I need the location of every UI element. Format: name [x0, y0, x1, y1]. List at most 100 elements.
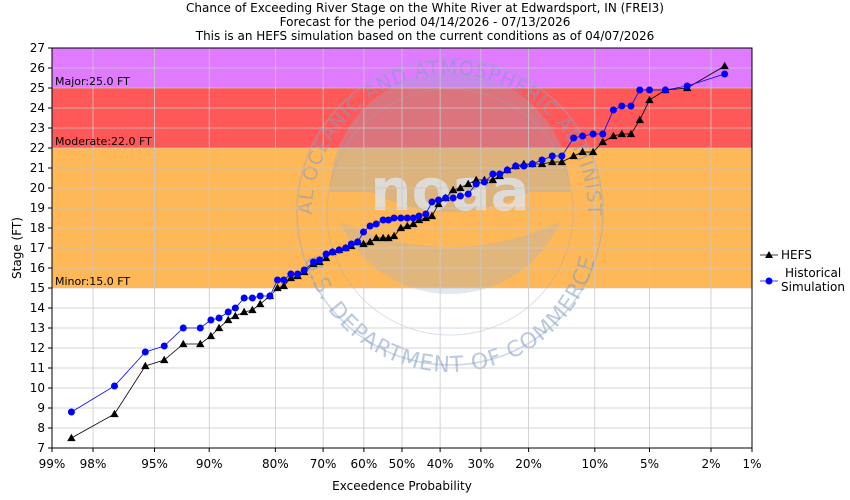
data-series — [67, 61, 729, 442]
historical-simulation-point — [558, 152, 566, 160]
hefs-point — [389, 231, 399, 240]
hefs-point — [231, 311, 240, 320]
y-tick-label: 13 — [30, 321, 45, 335]
historical-simulation-point — [256, 292, 264, 300]
hefs-point — [409, 219, 418, 228]
historical-simulation-point — [512, 162, 520, 170]
hefs-point — [67, 433, 76, 442]
historical-simulation-point — [248, 294, 256, 302]
hefs-point — [557, 157, 567, 166]
historical-simulation-point — [300, 266, 308, 274]
historical-simulation-point — [372, 220, 380, 228]
historical-simulation-point — [110, 382, 118, 390]
y-tick-label: 25 — [30, 81, 45, 95]
x-tick-label: 50% — [389, 457, 416, 471]
historical-simulation-point — [609, 106, 617, 114]
y-tick-label: 9 — [37, 401, 45, 415]
hefs-point — [160, 355, 169, 364]
y-tick-label: 16 — [30, 261, 45, 275]
hefs-point — [588, 147, 598, 156]
hefs-point — [569, 151, 578, 160]
hefs-point — [617, 129, 627, 138]
historical-simulation-point — [215, 314, 223, 322]
x-tick-label: 40% — [427, 457, 454, 471]
y-tick-label: 17 — [30, 241, 45, 255]
historical-simulation-point — [294, 270, 302, 278]
historical-simulation-point — [480, 178, 488, 186]
y-tick-label: 21 — [30, 161, 45, 175]
y-tick-label: 19 — [30, 201, 45, 215]
historical-simulation-point — [449, 194, 457, 202]
x-tick-label: 60% — [351, 457, 378, 471]
historical-simulation-point — [599, 130, 607, 138]
axes: 7 8 9 10 11 12 13 14 15 16 17 18 19 20 21 22 23 24 25 26 27 9… — [10, 41, 762, 493]
historical-simulation-point — [342, 244, 350, 252]
historical-simulation-point — [520, 162, 528, 170]
historical-simulation-point — [266, 292, 274, 300]
hefs-point — [403, 221, 412, 230]
historical-simulation-point — [224, 308, 232, 316]
historical-simulation-point — [366, 222, 374, 230]
historical-simulation-point — [309, 258, 317, 266]
historical-simulation-point — [422, 210, 430, 218]
y-axis-label: Stage (FT) — [10, 217, 24, 279]
legend: HEFS Historical Simulation — [760, 248, 845, 294]
hefs-point — [635, 115, 644, 124]
historical-simulation-point — [240, 294, 248, 302]
flood-category-label: Major:25.0 FT — [55, 75, 130, 88]
hefs-point — [214, 323, 224, 332]
historical-simulation-point — [316, 256, 324, 264]
historical-simulation-point — [335, 246, 343, 254]
historical-simulation-point — [548, 152, 556, 160]
hefs-point — [206, 331, 216, 340]
legend-hefs-marker — [765, 251, 773, 258]
historical-simulation-point — [464, 190, 472, 198]
hefs-point — [256, 299, 265, 308]
legend-historical-marker — [765, 277, 773, 285]
hefs-point — [372, 233, 381, 242]
hefs-point — [248, 305, 257, 314]
historical-simulation-point — [196, 324, 204, 332]
seal-ring — [296, 58, 604, 366]
historical-simulation-point — [328, 248, 336, 256]
hefs-point — [384, 233, 393, 242]
historical-simulation-point — [67, 408, 75, 416]
hefs-point — [273, 283, 282, 292]
x-tick-label: 70% — [310, 457, 337, 471]
historical-simulation-point — [661, 86, 669, 94]
y-tick-label: 22 — [30, 141, 45, 155]
historical-simulation-point — [397, 214, 405, 222]
hefs-point — [279, 281, 288, 290]
hefs-point — [448, 185, 458, 194]
historical-simulation-point — [403, 214, 411, 222]
chart-title: Chance of Exceeding River Stage on the W… — [186, 1, 664, 15]
y-tick-label: 23 — [30, 121, 45, 135]
hefs-point — [110, 409, 119, 418]
hefs-point — [179, 339, 188, 348]
historical-simulation-point — [428, 198, 436, 206]
historical-simulation-point — [618, 102, 626, 110]
historical-simulation-point — [645, 86, 653, 94]
hefs-point — [365, 237, 375, 246]
hefs-point — [598, 137, 607, 146]
historical-simulation-point — [390, 214, 398, 222]
hefs-point — [463, 179, 473, 188]
chart-subtitle-simulation: This is an HEFS simulation based on the … — [195, 29, 655, 43]
hefs-point — [626, 129, 636, 138]
hefs-point — [223, 315, 233, 324]
x-tick-label: 95% — [141, 457, 168, 471]
seal-bird-shape — [330, 72, 570, 212]
historical-simulation-point — [579, 132, 587, 140]
hefs-point — [239, 307, 249, 316]
historical-simulation-point — [627, 102, 635, 110]
x-tick-label: 80% — [262, 457, 289, 471]
hefs-point — [396, 223, 406, 232]
flood-category-labels: Minor:15.0 FT Moderate:22.0 FT Major:25.0 … — [55, 75, 152, 288]
hefs-point — [548, 157, 557, 166]
x-tick-label: 5% — [640, 457, 659, 471]
hefs-point — [578, 147, 587, 156]
legend-hefs-label: HEFS — [781, 248, 812, 262]
y-tick-label: 14 — [30, 301, 45, 315]
y-tick-label: 12 — [30, 341, 45, 355]
seal-water-shape — [340, 222, 560, 295]
